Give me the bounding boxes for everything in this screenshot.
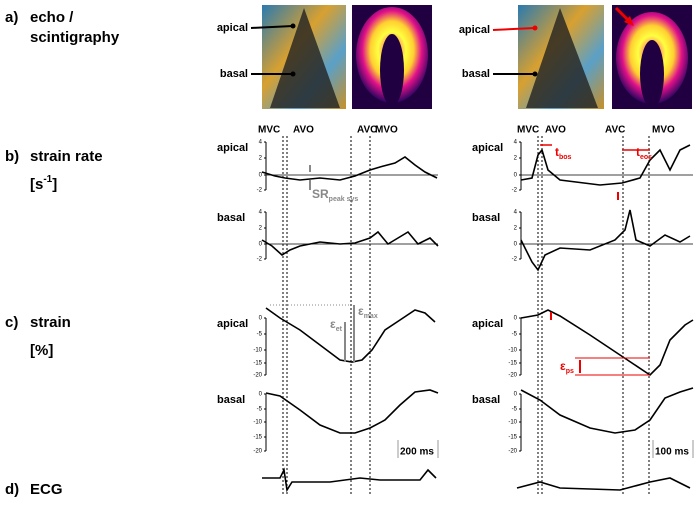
row-letter: d) — [5, 481, 19, 498]
tick-label: -10 — [508, 420, 517, 426]
tick-label: 2 — [514, 226, 518, 232]
event-label: MVO — [652, 125, 675, 136]
event-label: MVC — [517, 125, 539, 136]
tick-label: -2 — [512, 257, 518, 263]
tick-label: 2 — [514, 156, 518, 162]
tick-label: -15 — [253, 435, 262, 441]
tick-label: -20 — [253, 373, 262, 379]
annotation-sub: eos — [640, 154, 652, 161]
tick-label: -2 — [512, 188, 518, 194]
echo-label: apical — [459, 24, 490, 36]
tick-label: 4 — [259, 140, 263, 146]
event-label: MVO — [375, 125, 398, 136]
tick-label: 0 — [514, 242, 518, 248]
trace — [521, 388, 693, 433]
event-label: AVC — [605, 125, 625, 136]
annotation-sub: et — [336, 326, 343, 333]
tick-label: 0 — [259, 392, 263, 398]
annotation-sub: max — [364, 313, 378, 320]
event-label: AVO — [545, 125, 566, 136]
pointer-dot — [291, 24, 296, 29]
tick-label: -20 — [253, 449, 262, 455]
tick-label: 0 — [259, 242, 263, 248]
event-label: MVC — [258, 125, 280, 136]
tick-label: -20 — [508, 373, 517, 379]
row-letter: c) — [5, 314, 18, 331]
trace — [521, 210, 690, 270]
tick-label: -10 — [253, 348, 262, 354]
scale-label: 100 ms — [655, 447, 689, 458]
tick-label: -2 — [257, 188, 263, 194]
row-title: ECG — [30, 481, 63, 498]
row-title: strain — [30, 314, 71, 331]
row-title: echo / — [30, 9, 74, 26]
tick-label: -15 — [508, 361, 517, 367]
trace-label: basal — [472, 394, 500, 406]
tick-label: -15 — [508, 435, 517, 441]
trace-label: basal — [472, 212, 500, 224]
tick-label: -20 — [508, 449, 517, 455]
pointer-dot — [533, 72, 538, 77]
event-label: AVO — [293, 125, 314, 136]
trace — [262, 470, 436, 490]
annotation: εps — [560, 359, 574, 375]
images — [262, 5, 692, 109]
annotation: εet — [330, 317, 343, 333]
trace-label: apical — [472, 318, 503, 330]
row-letter: a) — [5, 9, 18, 26]
annotation-sub: peak sys — [329, 196, 359, 203]
annotation-text: SR — [312, 187, 329, 201]
scale-label: 200 ms — [400, 447, 434, 458]
trace-label: basal — [217, 212, 245, 224]
annotation: teos — [636, 145, 652, 161]
row-unit: [s-1] — [30, 174, 57, 193]
annotation: tbos — [555, 145, 572, 161]
tick-label: -5 — [512, 332, 518, 338]
echo-label: basal — [220, 68, 248, 80]
tick-label: 0 — [514, 392, 518, 398]
unit-close: ] — [52, 176, 57, 193]
trace-label: apical — [217, 142, 248, 154]
row-title: scintigraphy — [30, 29, 120, 46]
tick-label: 2 — [259, 156, 263, 162]
trace — [262, 157, 437, 180]
tick-label: 4 — [259, 210, 263, 216]
tick-label: 0 — [514, 173, 518, 179]
tick-label: 4 — [514, 140, 518, 146]
figure: a) echo / scintigraphy b) strain rate [s-1] c)… — [0, 0, 698, 510]
echo-label: basal — [462, 68, 490, 80]
tick-label: -5 — [257, 332, 263, 338]
unit: [s — [30, 176, 43, 193]
tick-label: -15 — [253, 361, 262, 367]
tick-label: 0 — [514, 316, 518, 322]
trace — [266, 390, 438, 433]
tick-label: -10 — [253, 420, 262, 426]
annotation-sub: bos — [559, 154, 572, 161]
trace — [262, 232, 438, 255]
trace-label: apical — [217, 318, 248, 330]
tick-label: 4 — [514, 210, 518, 216]
tick-label: -10 — [508, 348, 517, 354]
pointer-dot — [291, 72, 296, 77]
trace — [521, 310, 693, 375]
tick-label: -5 — [512, 407, 518, 413]
row-title: strain rate — [30, 148, 103, 165]
annotation: εmax — [358, 304, 378, 320]
tick-label: -5 — [257, 407, 263, 413]
echo-label: apical — [217, 22, 248, 34]
trace-label: apical — [472, 142, 503, 154]
trace — [517, 478, 690, 490]
unit: [%] — [30, 342, 53, 359]
tick-label: -2 — [257, 257, 263, 263]
row-unit: [%] — [30, 342, 53, 359]
annotation-sub: ps — [566, 368, 574, 375]
trace — [521, 145, 690, 185]
row-letter: b) — [5, 148, 19, 165]
tick-label: 0 — [259, 173, 263, 179]
pointer-dot — [533, 26, 538, 31]
tick-label: 0 — [259, 316, 263, 322]
trace-label: basal — [217, 394, 245, 406]
tick-label: 2 — [259, 226, 263, 232]
